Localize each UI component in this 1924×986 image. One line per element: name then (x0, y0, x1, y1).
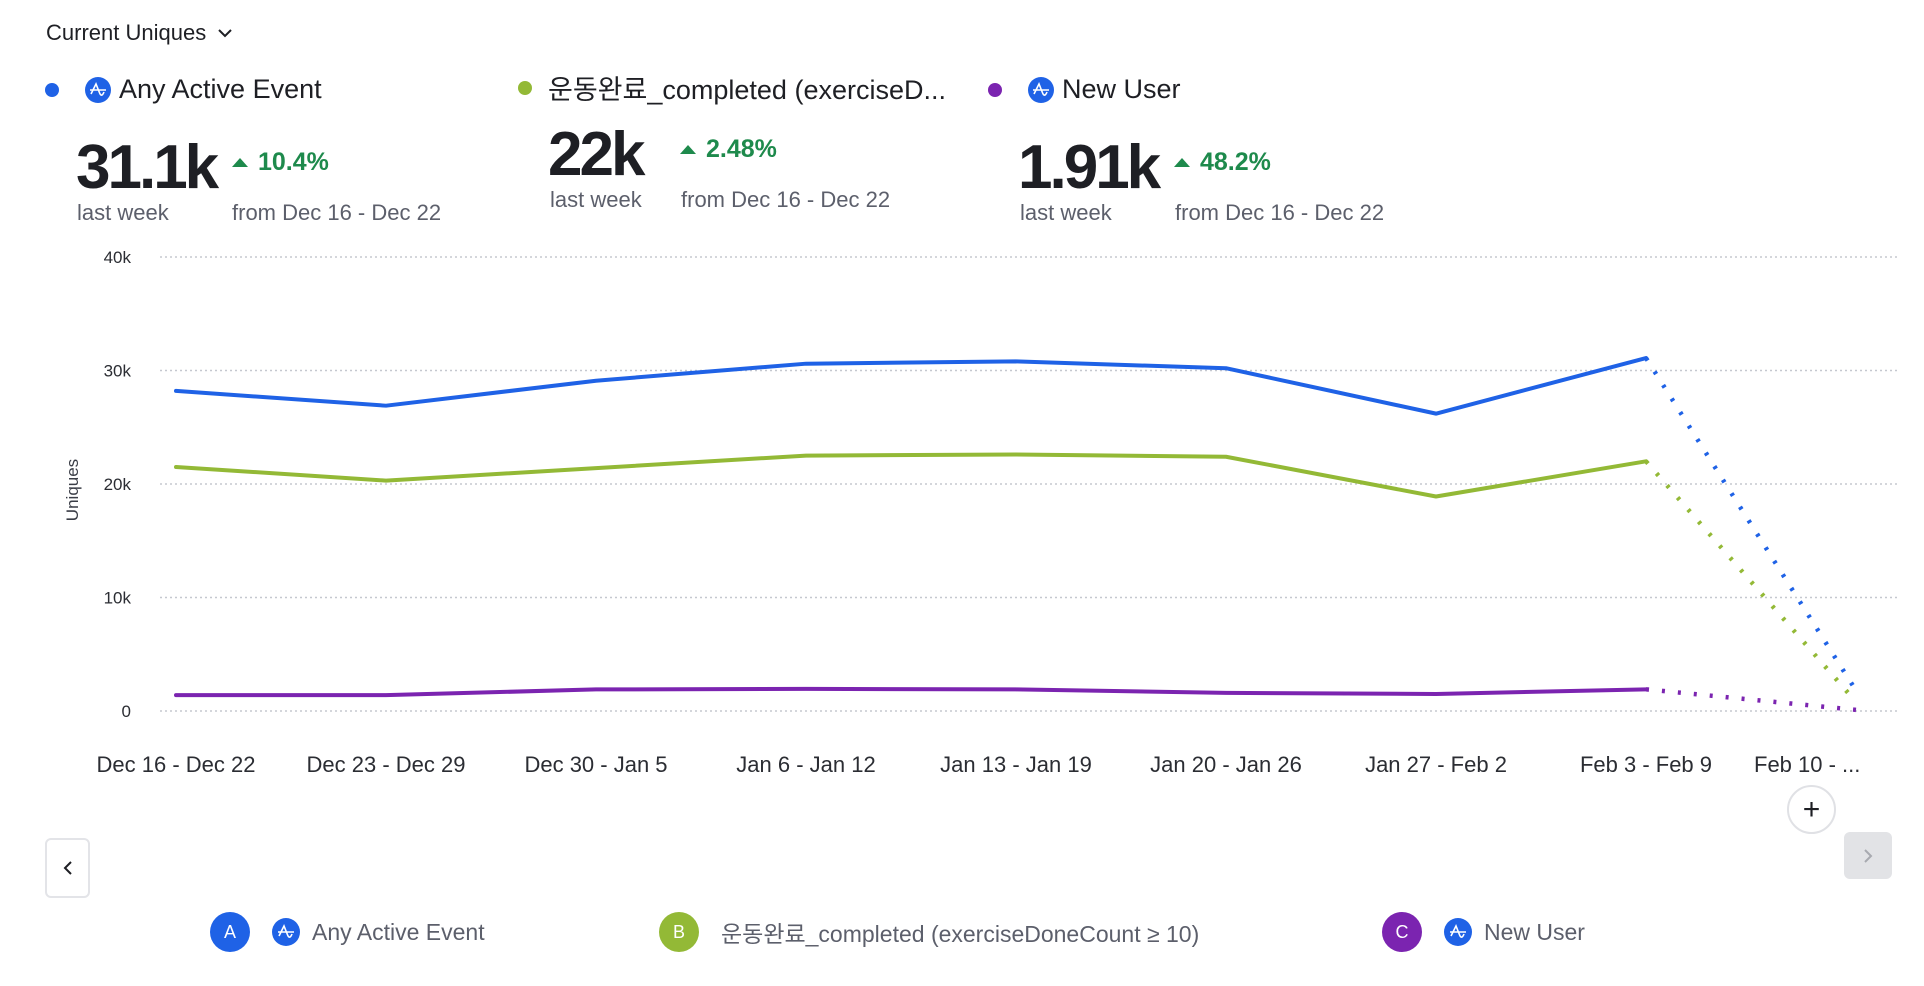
x-tick-label: Jan 27 - Feb 2 (1365, 752, 1507, 777)
series-line-incomplete (1645, 687, 1857, 713)
x-tick-label: Dec 23 - Dec 29 (307, 752, 466, 777)
trend-up-icon (1174, 158, 1190, 167)
grid-layer (160, 256, 1900, 712)
series-delta: 48.2% (1174, 148, 1271, 177)
y-tick-label: 10k (104, 589, 132, 608)
series-header-c[interactable]: New User (988, 74, 1181, 105)
event-icon (85, 76, 111, 103)
y-tick-label: 20k (104, 475, 132, 494)
series-name: Any Active Event (119, 74, 322, 104)
series-b (174, 452, 1858, 704)
legend-label: New User (1484, 918, 1585, 945)
legend-item-c[interactable]: C New User (1382, 912, 1585, 952)
x-tick-label: Jan 13 - Jan 19 (940, 752, 1092, 777)
series-line-incomplete (1644, 459, 1858, 704)
metric-selector-label: Current Uniques (46, 20, 207, 45)
series-value: 22k (548, 120, 645, 189)
series-line (174, 686, 1648, 698)
x-tick-label: Jan 20 - Jan 26 (1150, 752, 1302, 777)
chevron-down-icon (218, 29, 232, 38)
legend-label: Any Active Event (312, 918, 485, 945)
series-value: 1.91k (1018, 133, 1161, 202)
y-tick-label: 30k (104, 362, 132, 381)
y-tick-label: 40k (104, 248, 132, 267)
x-tick-label: Feb 10 - ... (1754, 752, 1860, 777)
x-tick-label: Dec 30 - Jan 5 (524, 752, 667, 777)
next-page-button[interactable] (1844, 832, 1892, 879)
series-delta-value: 2.48% (706, 135, 777, 163)
x-tick-label: Feb 3 - Feb 9 (1580, 752, 1712, 777)
series-line (174, 356, 1648, 416)
legend-letter-badge: C (1382, 912, 1422, 952)
previous-page-button[interactable] (45, 838, 90, 898)
add-annotation-button[interactable]: + (1787, 785, 1836, 834)
trend-up-icon (680, 145, 696, 154)
series-delta: 10.4% (232, 148, 329, 177)
y-tick-label: 0 (122, 702, 131, 721)
event-icon (272, 918, 300, 946)
legend-label: 운동완료_completed (exerciseDoneCount ≥ 10) (721, 921, 1200, 947)
series-color-dot (988, 82, 1002, 97)
series-name: 운동완료_completed (exerciseD... (548, 75, 946, 105)
trend-up-icon (232, 158, 248, 167)
y-axis-title: Uniques (63, 459, 82, 521)
series-color-dot (518, 80, 532, 95)
x-tick-label: Jan 6 - Jan 12 (736, 752, 875, 777)
series-layer (174, 356, 1858, 713)
series-value-caption: last week (1020, 200, 1112, 225)
x-tick-label: Dec 16 - Dec 22 (97, 752, 256, 777)
series-name: New User (1062, 74, 1181, 104)
series-c (174, 686, 1857, 713)
y-axis: 0 10k 20k 30k 40k (104, 248, 132, 721)
series-delta-caption: from Dec 16 - Dec 22 (1175, 200, 1385, 225)
series-value-caption: last week (77, 200, 169, 225)
series-value-caption: last week (550, 187, 642, 212)
chevron-left-icon (63, 861, 72, 875)
x-axis: Dec 16 - Dec 22 Dec 23 - Dec 29 Dec 30 - J… (97, 752, 1861, 777)
series-delta-caption: from Dec 16 - Dec 22 (681, 187, 891, 212)
series-header-b[interactable]: 운동완료_completed (exerciseD... (518, 68, 946, 107)
event-icon (1444, 918, 1472, 946)
series-line (174, 452, 1648, 499)
legend-letter-badge: B (659, 912, 699, 952)
series-delta: 2.48% (680, 135, 777, 164)
legend-item-a[interactable]: A Any Active Event (210, 912, 485, 952)
series-color-dot (45, 82, 59, 97)
legend-letter-badge: A (210, 912, 250, 952)
series-header-a[interactable]: Any Active Event (45, 74, 322, 105)
legend-item-b[interactable]: B 운동완료_completed (exerciseDoneCount ≥ 10… (659, 912, 1199, 952)
series-delta-caption: from Dec 16 - Dec 22 (232, 200, 442, 225)
series-line-incomplete (1644, 356, 1858, 692)
chevron-right-icon (1864, 848, 1873, 863)
event-icon (1028, 76, 1054, 103)
plus-icon: + (1802, 792, 1821, 826)
series-a (174, 356, 1858, 692)
series-value: 31.1k (76, 133, 219, 202)
series-delta-value: 10.4% (258, 148, 329, 176)
series-delta-value: 48.2% (1200, 148, 1271, 176)
metric-selector[interactable]: Current Uniques (46, 20, 234, 46)
